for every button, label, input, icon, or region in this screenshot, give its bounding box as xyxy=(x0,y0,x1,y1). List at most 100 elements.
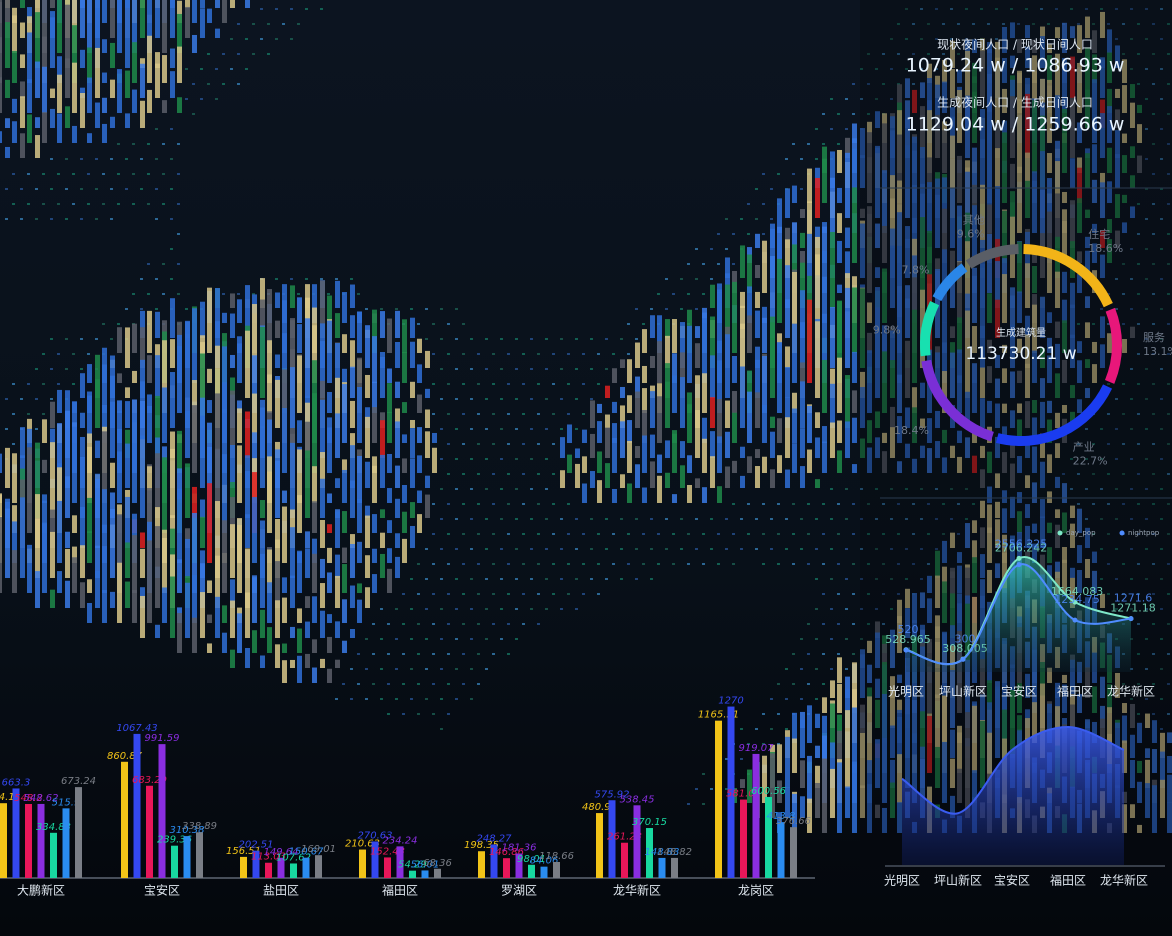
map-bar xyxy=(177,13,182,54)
map-bar xyxy=(57,74,62,113)
map-bar xyxy=(102,364,107,443)
map-dot xyxy=(222,293,225,295)
bar xyxy=(133,733,141,878)
map-bar xyxy=(327,614,332,623)
map-dot xyxy=(95,338,98,340)
map-bar xyxy=(822,697,827,713)
map-bar xyxy=(1032,350,1037,383)
map-dot xyxy=(1160,608,1163,610)
map-dot xyxy=(1152,593,1155,595)
map-bar xyxy=(965,310,970,368)
data-label: 370.15 xyxy=(632,817,667,828)
map-dot xyxy=(575,518,578,520)
map-bar xyxy=(927,182,932,233)
map-dot xyxy=(545,338,548,340)
map-bar xyxy=(117,0,122,53)
map-bar xyxy=(1070,567,1075,578)
map-bar xyxy=(1025,263,1030,308)
map-dot xyxy=(807,503,810,505)
map-dot xyxy=(1167,323,1170,325)
map-bar xyxy=(155,52,160,68)
map-bar xyxy=(725,400,730,428)
map-bar xyxy=(867,332,872,353)
map-bar xyxy=(890,360,895,398)
map-bar xyxy=(627,440,632,473)
map-bar xyxy=(912,700,917,743)
map-dot xyxy=(455,578,458,580)
map-dot xyxy=(507,593,510,595)
map-bar xyxy=(282,407,287,473)
map-dot xyxy=(1115,578,1118,580)
map-dot xyxy=(1137,563,1140,565)
map-dot xyxy=(597,383,600,385)
map-bar xyxy=(695,375,700,428)
map-bar xyxy=(845,710,850,788)
map-bar xyxy=(1025,334,1030,368)
map-dot xyxy=(867,83,870,85)
map-dot xyxy=(717,533,720,535)
map-bar xyxy=(297,550,302,593)
map-dot xyxy=(470,488,473,490)
map-dot xyxy=(650,548,653,550)
map-bar xyxy=(147,89,152,113)
map-dot xyxy=(1122,503,1125,505)
map-bar xyxy=(1145,783,1150,818)
map-bar xyxy=(350,534,355,548)
map-dot xyxy=(972,503,975,505)
map-dot xyxy=(515,518,518,520)
map-bar xyxy=(27,544,32,593)
map-bar xyxy=(380,532,385,548)
map-bar xyxy=(1070,411,1075,428)
map-bar xyxy=(995,403,1000,428)
map-bar xyxy=(837,420,842,443)
map-bar xyxy=(185,333,190,398)
map-dot xyxy=(297,293,300,295)
map-dot xyxy=(1070,488,1073,490)
map-dot xyxy=(920,38,923,40)
map-dot xyxy=(170,278,173,280)
map-dot xyxy=(200,98,203,100)
map-bar xyxy=(950,729,955,758)
legend-swatch xyxy=(1057,530,1063,536)
map-dot xyxy=(537,503,540,505)
map-bar xyxy=(965,50,970,98)
area-line xyxy=(901,725,1125,815)
map-dot xyxy=(1152,293,1155,295)
map-bar xyxy=(995,186,1000,248)
map-bar xyxy=(42,0,47,54)
map-dot xyxy=(725,248,728,250)
map-dot xyxy=(290,8,293,10)
map-dot xyxy=(1145,428,1148,430)
map-bar xyxy=(162,340,167,413)
map-dot xyxy=(1145,308,1148,310)
map-dot xyxy=(1145,518,1148,520)
map-bar xyxy=(732,391,737,413)
map-dot xyxy=(440,398,443,400)
map-dot xyxy=(507,383,510,385)
map-bar xyxy=(1100,676,1105,698)
map-bar xyxy=(1040,695,1045,758)
map-bar xyxy=(785,227,790,248)
map-dot xyxy=(147,173,150,175)
map-bar xyxy=(200,499,205,518)
map-bar xyxy=(942,177,947,233)
map-bar xyxy=(402,402,407,413)
map-dot xyxy=(1092,443,1095,445)
map-bar xyxy=(102,546,107,593)
map-bar xyxy=(1092,179,1097,203)
map-dot xyxy=(155,158,158,160)
map-bar xyxy=(867,157,872,203)
map-bar xyxy=(987,233,992,293)
map-bar xyxy=(1055,373,1060,398)
map-bar xyxy=(327,295,332,323)
map-bar xyxy=(800,290,805,338)
map-dot xyxy=(740,518,743,520)
map-dot xyxy=(1160,578,1163,580)
map-dot xyxy=(1167,173,1170,175)
map-dot xyxy=(50,398,53,400)
map-bar xyxy=(50,531,55,578)
map-dot xyxy=(1145,218,1148,220)
map-bar xyxy=(275,320,280,338)
map-bar xyxy=(837,714,842,743)
map-dot xyxy=(545,398,548,400)
